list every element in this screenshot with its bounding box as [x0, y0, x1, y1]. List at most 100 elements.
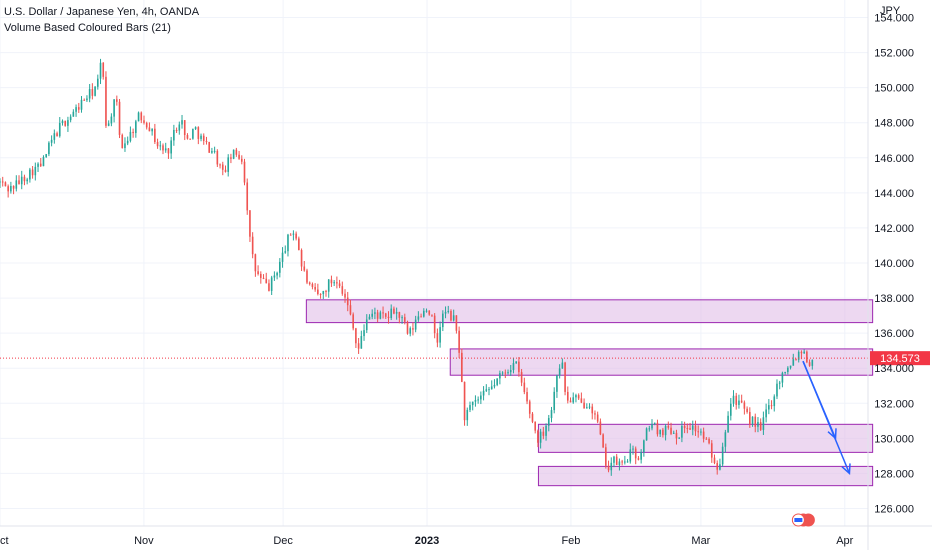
candle-body	[72, 111, 75, 117]
candle-body	[178, 124, 181, 131]
candle-body	[227, 157, 230, 172]
candle-body	[238, 154, 240, 159]
candle-body	[211, 151, 213, 153]
x-tick-label: Oct	[0, 535, 9, 547]
candle-body	[621, 461, 623, 463]
candle-body	[746, 408, 748, 412]
candle-body	[431, 314, 433, 316]
candle-body	[216, 150, 219, 165]
candle-body	[613, 456, 615, 463]
support-zone-2[interactable]	[537, 465, 874, 487]
candle-body	[662, 429, 664, 436]
projection-arrows[interactable]	[802, 360, 851, 475]
upper-resistance-zone[interactable]	[305, 299, 874, 324]
candle-body	[689, 428, 691, 430]
candle-body	[387, 316, 390, 318]
y-tick-label: 126.000	[874, 503, 914, 515]
candle-body	[776, 383, 778, 397]
candle-body	[648, 428, 651, 430]
candle-body	[553, 391, 556, 411]
y-tick-label: 150.000	[874, 83, 914, 95]
candle-body	[279, 261, 281, 273]
candle-body	[469, 405, 471, 410]
candle-body	[268, 283, 270, 291]
candle-body	[778, 382, 781, 384]
candle-body	[276, 272, 278, 276]
candle-body	[412, 328, 414, 330]
candle-body	[477, 399, 479, 401]
candle-body	[77, 107, 80, 110]
projection-arrow-line[interactable]	[802, 360, 851, 474]
x-tick-label: Dec	[273, 535, 293, 547]
candle-body	[325, 290, 327, 292]
candle-body	[577, 395, 580, 399]
candle-body	[596, 414, 599, 422]
candle-body	[322, 290, 325, 295]
candle-body	[273, 275, 276, 278]
candle-body	[702, 431, 705, 439]
candle-body	[575, 395, 577, 398]
x-tick-label: Apr	[836, 535, 853, 547]
currency-label: JPY	[880, 5, 901, 17]
last-price-tag	[870, 351, 930, 366]
candle-body	[7, 186, 9, 192]
candle-body	[221, 164, 224, 170]
candle-body	[792, 359, 795, 366]
support-zone-1[interactable]	[537, 423, 874, 453]
time-axis[interactable]: Oct Nov Dec 2023 Feb Mar Apr	[0, 525, 932, 547]
candle-body	[162, 145, 164, 151]
event-markers[interactable]	[791, 513, 815, 527]
candle-body	[759, 422, 762, 430]
candle-body	[808, 362, 811, 366]
candle-body	[672, 432, 675, 434]
candle-body	[523, 382, 526, 393]
candle-body	[610, 462, 613, 471]
last-price-line: 134.573	[0, 351, 930, 366]
candle-body	[170, 140, 172, 154]
candle-body	[768, 405, 770, 410]
candle-body	[327, 279, 330, 292]
zone-layer[interactable]	[305, 299, 874, 487]
candle-body	[700, 431, 702, 433]
candle-body	[447, 310, 450, 312]
candle-body	[490, 386, 493, 390]
candle-body	[482, 390, 485, 396]
candle-body	[659, 429, 661, 435]
candle-body	[270, 277, 273, 291]
candle-body	[20, 176, 23, 185]
candle-body	[450, 310, 452, 321]
candle-body	[23, 176, 26, 182]
candle-body	[607, 465, 610, 471]
candle-body	[526, 392, 528, 402]
candle-body	[118, 101, 121, 135]
candle-body	[556, 375, 558, 392]
candle-body	[735, 395, 738, 405]
candle-body	[572, 397, 575, 403]
indicator-label: Volume Based Coloured Bars (21)	[4, 22, 171, 34]
candle-body	[300, 250, 303, 267]
x-tick-label: Mar	[691, 535, 710, 547]
candle-body	[4, 182, 7, 187]
y-tick-label: 140.000	[874, 258, 914, 270]
price-axis[interactable]: 126.000 128.000 130.000 132.000 134.000 136.0…	[867, 0, 914, 550]
candle-body	[45, 154, 47, 158]
candle-body	[173, 129, 175, 141]
candle-body	[360, 336, 363, 349]
candle-body	[393, 308, 395, 314]
candle-body	[330, 279, 333, 284]
candle-body	[602, 434, 604, 448]
candle-body	[42, 157, 45, 167]
candle-body	[409, 328, 412, 334]
candle-body	[374, 312, 376, 314]
candle-body	[249, 210, 251, 237]
candle-body	[151, 128, 153, 132]
candle-body	[336, 282, 338, 284]
candle-body	[428, 310, 431, 315]
candle-body	[284, 251, 287, 253]
candle-body	[605, 447, 607, 466]
candle-body	[257, 271, 259, 274]
candle-body	[186, 135, 189, 139]
candle-body	[618, 461, 621, 465]
